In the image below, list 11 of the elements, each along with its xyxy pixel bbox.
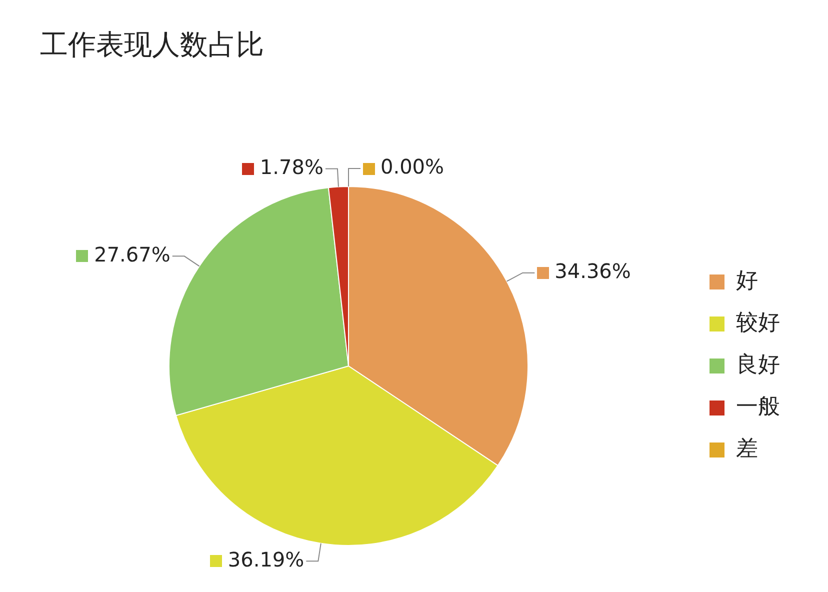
legend-label: 良好 — [736, 352, 780, 378]
legend-label: 一般 — [736, 394, 780, 420]
legend-label: 差 — [736, 436, 758, 462]
chart-title: 工作表现人数占比 — [40, 27, 264, 63]
text: 0.00% — [380, 154, 444, 179]
legend-label: 好 — [736, 268, 758, 294]
data-label: 36.19% — [228, 547, 304, 572]
legend-label: 较好 — [736, 310, 780, 336]
data-label: 1.78% — [260, 155, 324, 180]
data-label: 34.36% — [554, 259, 631, 284]
data-label: 27.67% — [94, 242, 170, 266]
